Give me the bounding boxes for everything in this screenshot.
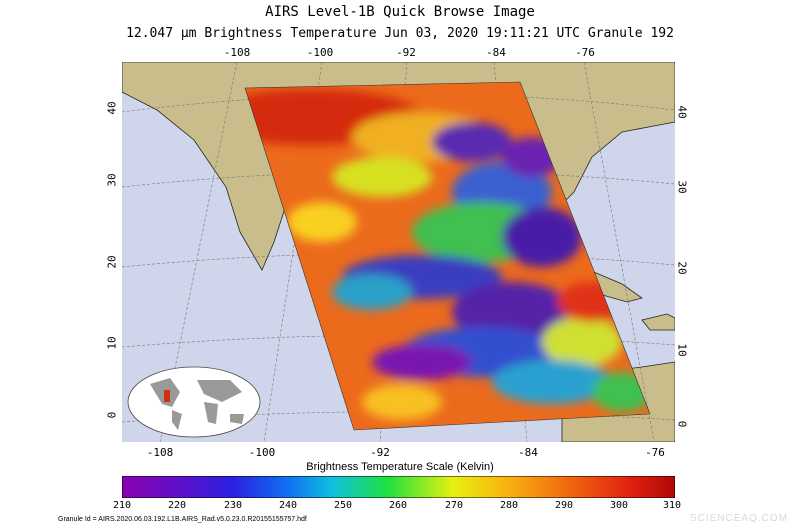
lon-tick-bottom: -76 xyxy=(645,446,665,459)
lon-tick-top: -108 xyxy=(223,46,251,59)
lon-tick-top: -92 xyxy=(396,46,416,59)
lon-tick-bottom: -84 xyxy=(518,446,538,459)
lat-tick-left: 40 xyxy=(105,101,119,115)
image-subtitle: 12.047 µm Brightness Temperature Jun 03,… xyxy=(126,26,674,41)
color-scale-bar xyxy=(122,476,675,498)
lon-tick-bottom: -92 xyxy=(370,446,390,459)
scale-tick: 210 xyxy=(112,500,132,511)
lon-tick-bottom: -108 xyxy=(146,446,174,459)
lat-tick-right: 0 xyxy=(675,420,689,428)
scale-tick: 240 xyxy=(278,500,298,511)
scale-tick: 260 xyxy=(388,500,408,511)
scale-tick: 300 xyxy=(609,500,629,511)
swath-outline xyxy=(244,81,651,431)
lon-tick-top: -100 xyxy=(306,46,334,59)
lat-tick-left: 30 xyxy=(105,173,119,187)
lat-tick-left: 10 xyxy=(105,336,119,350)
lon-tick-top: -84 xyxy=(486,46,506,59)
caribbean-island xyxy=(641,313,675,331)
granule-id: Granule Id = AIRS.2020.06.03.192.L1B.AIR… xyxy=(58,516,307,523)
lat-tick-right: 10 xyxy=(675,343,689,357)
scale-tick: 310 xyxy=(662,500,682,511)
lon-tick-top: -76 xyxy=(575,46,595,59)
world-inset-map xyxy=(127,366,261,438)
scale-tick: 250 xyxy=(333,500,353,511)
color-scale-title: Brightness Temperature Scale (Kelvin) xyxy=(306,461,494,473)
lat-tick-right: 40 xyxy=(675,105,689,119)
image-title: AIRS Level-1B Quick Browse Image xyxy=(265,4,535,20)
scale-tick: 280 xyxy=(499,500,519,511)
scale-tick: 230 xyxy=(223,500,243,511)
lon-tick-bottom: -100 xyxy=(248,446,276,459)
lat-tick-left: 0 xyxy=(105,411,119,419)
lat-tick-left: 20 xyxy=(105,255,119,269)
scale-tick: 290 xyxy=(554,500,574,511)
scale-tick: 220 xyxy=(167,500,187,511)
brightness-temperature-map xyxy=(122,62,675,442)
lat-tick-right: 30 xyxy=(675,180,689,194)
lat-tick-right: 20 xyxy=(675,261,689,275)
scale-tick: 270 xyxy=(444,500,464,511)
watermark: SCIENCEAQ.COM xyxy=(689,513,788,524)
